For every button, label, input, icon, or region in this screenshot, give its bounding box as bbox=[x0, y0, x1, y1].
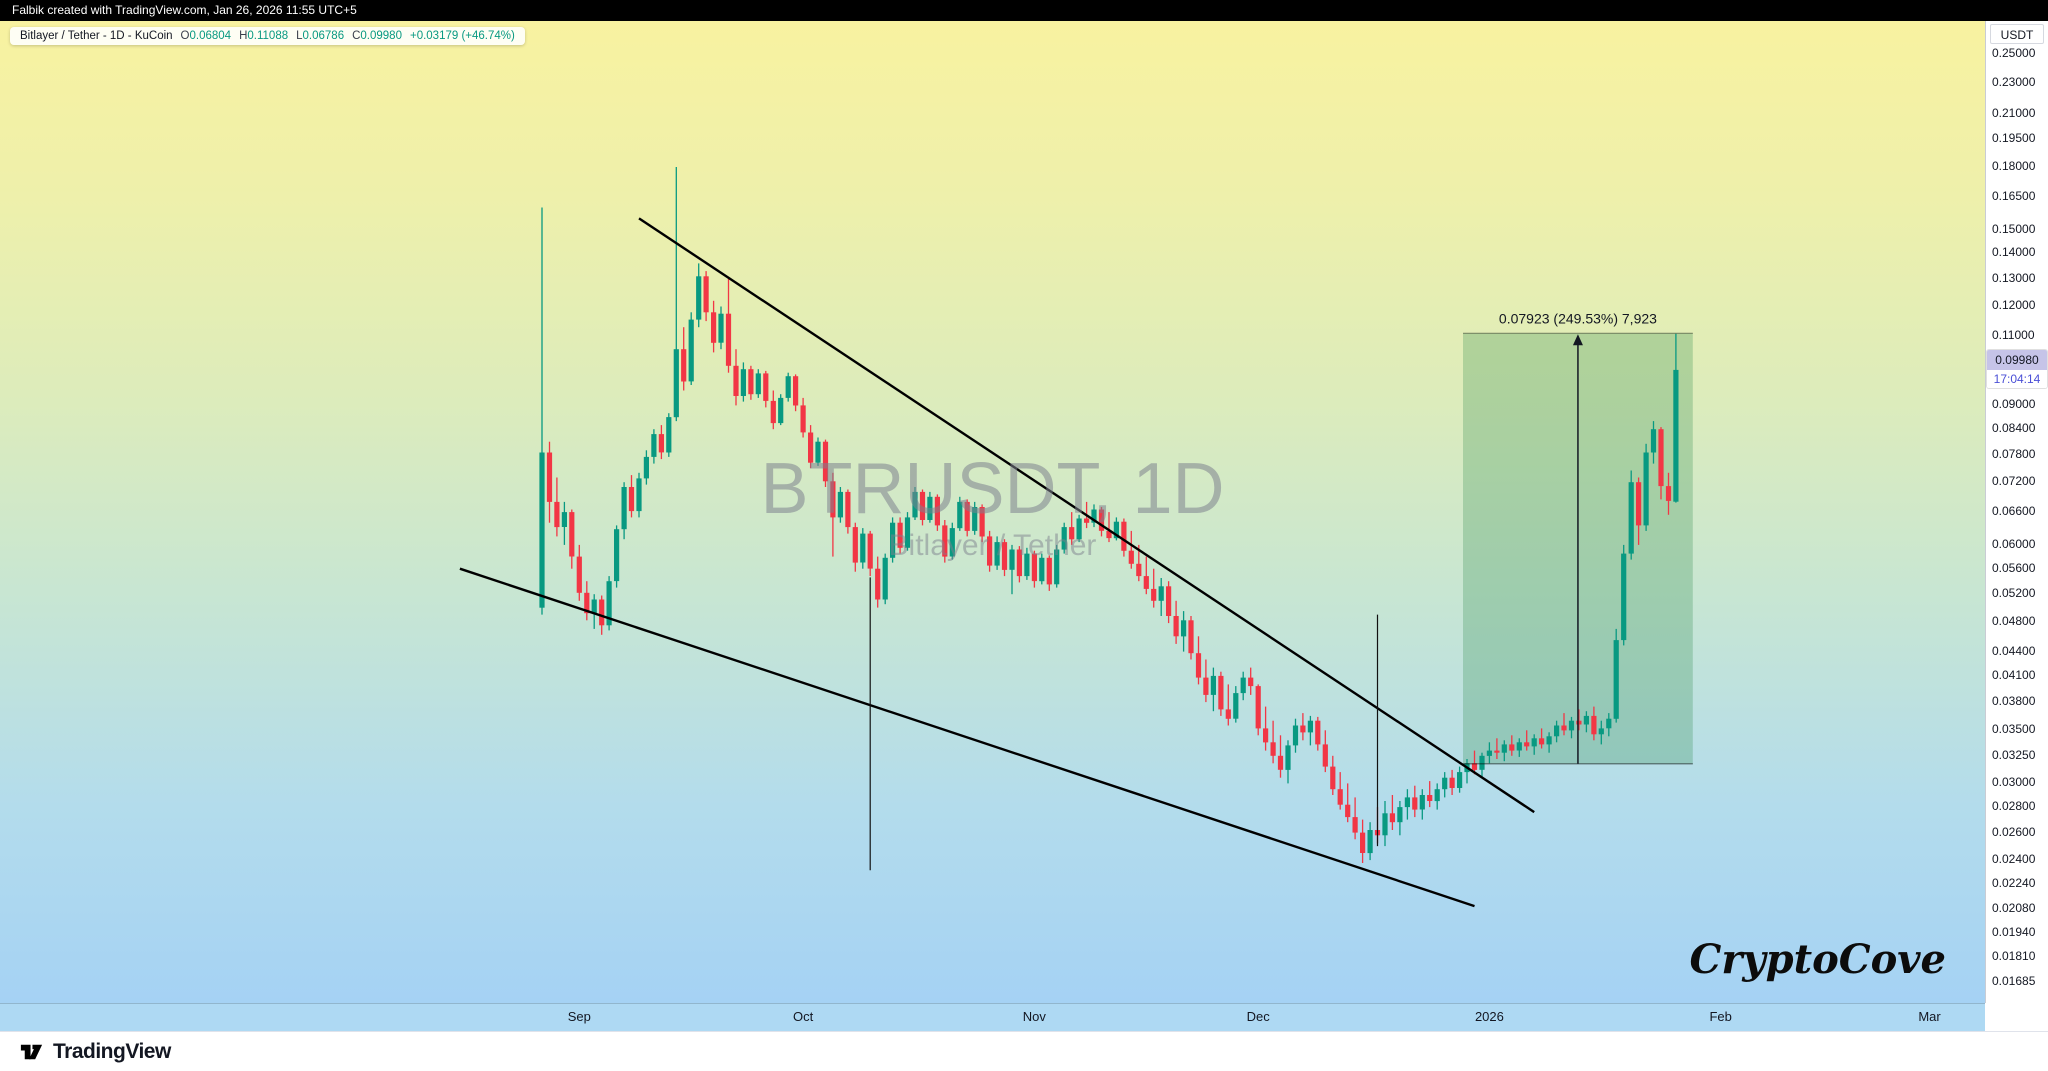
price-tick-label: 0.06600 bbox=[1992, 504, 2036, 519]
price-tick-label: 0.02240 bbox=[1992, 875, 2036, 890]
price-tick-label: 0.12000 bbox=[1992, 298, 2036, 313]
cryptocove-watermark: CryptoCove bbox=[1689, 936, 1946, 983]
legend-change: +0.03179 (+46.74%) bbox=[409, 30, 515, 42]
tradingview-logo-icon bbox=[20, 1044, 43, 1060]
legend-close: C0.09980 bbox=[352, 30, 402, 42]
price-tick-label: 0.04800 bbox=[1992, 613, 2036, 628]
price-tick-label: 0.07200 bbox=[1992, 474, 2036, 489]
legend-symbol-title[interactable]: Bitlayer / Tether - 1D - KuCoin bbox=[20, 30, 173, 42]
time-tick-label: Mar bbox=[1918, 1009, 1941, 1024]
time-tick-label: Dec bbox=[1246, 1009, 1270, 1024]
price-tick-label: 0.16500 bbox=[1992, 188, 2036, 203]
last-price-badge: 0.09980 17:04:14 bbox=[1987, 349, 2047, 388]
price-tick-label: 0.04100 bbox=[1992, 667, 2036, 682]
time-tick-label: 2026 bbox=[1474, 1009, 1504, 1024]
currency-label: USDT bbox=[1990, 24, 2044, 44]
price-tick-label: 0.02400 bbox=[1992, 852, 2036, 867]
legend-open: O0.06804 bbox=[180, 30, 232, 42]
tradingview-wordmark: TradingView bbox=[53, 1039, 171, 1063]
time-axis[interactable]: Sep Oct Nov Dec 2026 Feb Mar bbox=[0, 1003, 1985, 1031]
chart-canvas[interactable]: BTRUSDT, 1D Bitlayer / Tether 0.07923 (2… bbox=[0, 21, 1985, 1003]
range-arrowhead bbox=[1572, 334, 1583, 346]
price-tick-label: 0.14000 bbox=[1992, 245, 2036, 260]
candlestick-series bbox=[539, 167, 1679, 863]
range-label: 0.07923 (249.53%) 7,923 bbox=[1499, 310, 1657, 326]
footer-bar: TradingView bbox=[0, 1031, 2048, 1071]
price-tick-label: 0.03500 bbox=[1992, 722, 2036, 737]
price-tick-label: 0.21000 bbox=[1992, 105, 2036, 120]
time-tick-label: Sep bbox=[567, 1009, 591, 1024]
price-tick-label: 0.23000 bbox=[1992, 74, 2036, 89]
price-tick-label: 0.19500 bbox=[1992, 131, 2036, 146]
time-tick-label: Nov bbox=[1022, 1009, 1046, 1024]
price-tick-label: 0.02600 bbox=[1992, 824, 2036, 839]
price-tick-label: 0.07800 bbox=[1992, 446, 2036, 461]
price-tick-label: 0.25000 bbox=[1992, 46, 2036, 60]
price-tick-label: 0.08400 bbox=[1992, 421, 2036, 436]
time-tick-label: Feb bbox=[1709, 1009, 1732, 1024]
price-tick-label: 0.02800 bbox=[1992, 799, 2036, 814]
price-axis[interactable]: USDT 0.25000 0.23000 0.21000 0.19500 0.18000… bbox=[1985, 21, 2048, 1003]
lower-wedge-trendline[interactable] bbox=[459, 567, 1475, 908]
time-tick-label: Oct bbox=[792, 1009, 814, 1024]
tradingview-logo[interactable]: TradingView bbox=[18, 1038, 171, 1065]
price-tick-label: 0.01810 bbox=[1992, 949, 2036, 964]
price-tick-label: 0.15000 bbox=[1992, 221, 2036, 236]
chart-plot[interactable]: 0.07923 (249.53%) 7,923 bbox=[0, 21, 1985, 1003]
price-tick-label: 0.05600 bbox=[1992, 560, 2036, 575]
legend-high: H0.11088 bbox=[239, 30, 289, 42]
price-tick-label: 0.13000 bbox=[1992, 270, 2036, 285]
countdown-timer: 17:04:14 bbox=[1987, 369, 2047, 388]
price-tick-label: 0.06000 bbox=[1992, 536, 2036, 551]
price-tick-label: 0.09000 bbox=[1992, 397, 2036, 412]
price-tick-label: 0.05200 bbox=[1992, 586, 2036, 601]
price-tick-label: 0.11000 bbox=[1992, 328, 2035, 343]
price-tick-label: 0.01685 bbox=[1992, 973, 2036, 988]
price-tick-label: 0.03000 bbox=[1992, 775, 2036, 790]
price-tick-label: 0.03250 bbox=[1992, 747, 2036, 762]
price-tick-label: 0.01940 bbox=[1992, 925, 2036, 940]
axis-corner bbox=[1985, 1003, 2048, 1031]
upper-wedge-trendline[interactable] bbox=[638, 217, 1535, 814]
price-tick-label: 0.02080 bbox=[1992, 901, 2036, 916]
price-tick-label: 0.04400 bbox=[1992, 643, 2036, 658]
price-tick-label: 0.03800 bbox=[1992, 694, 2036, 709]
attribution-bar: Falbik created with TradingView.com, Jan… bbox=[0, 0, 2048, 21]
price-tick-label: 0.18000 bbox=[1992, 159, 2036, 173]
legend-low: L0.06786 bbox=[296, 30, 345, 42]
attribution-text: Falbik created with TradingView.com, Jan… bbox=[12, 3, 357, 17]
last-price: 0.09980 bbox=[1987, 349, 2047, 370]
symbol-legend[interactable]: Bitlayer / Tether - 1D - KuCoin O0.06804 H… bbox=[10, 27, 525, 45]
